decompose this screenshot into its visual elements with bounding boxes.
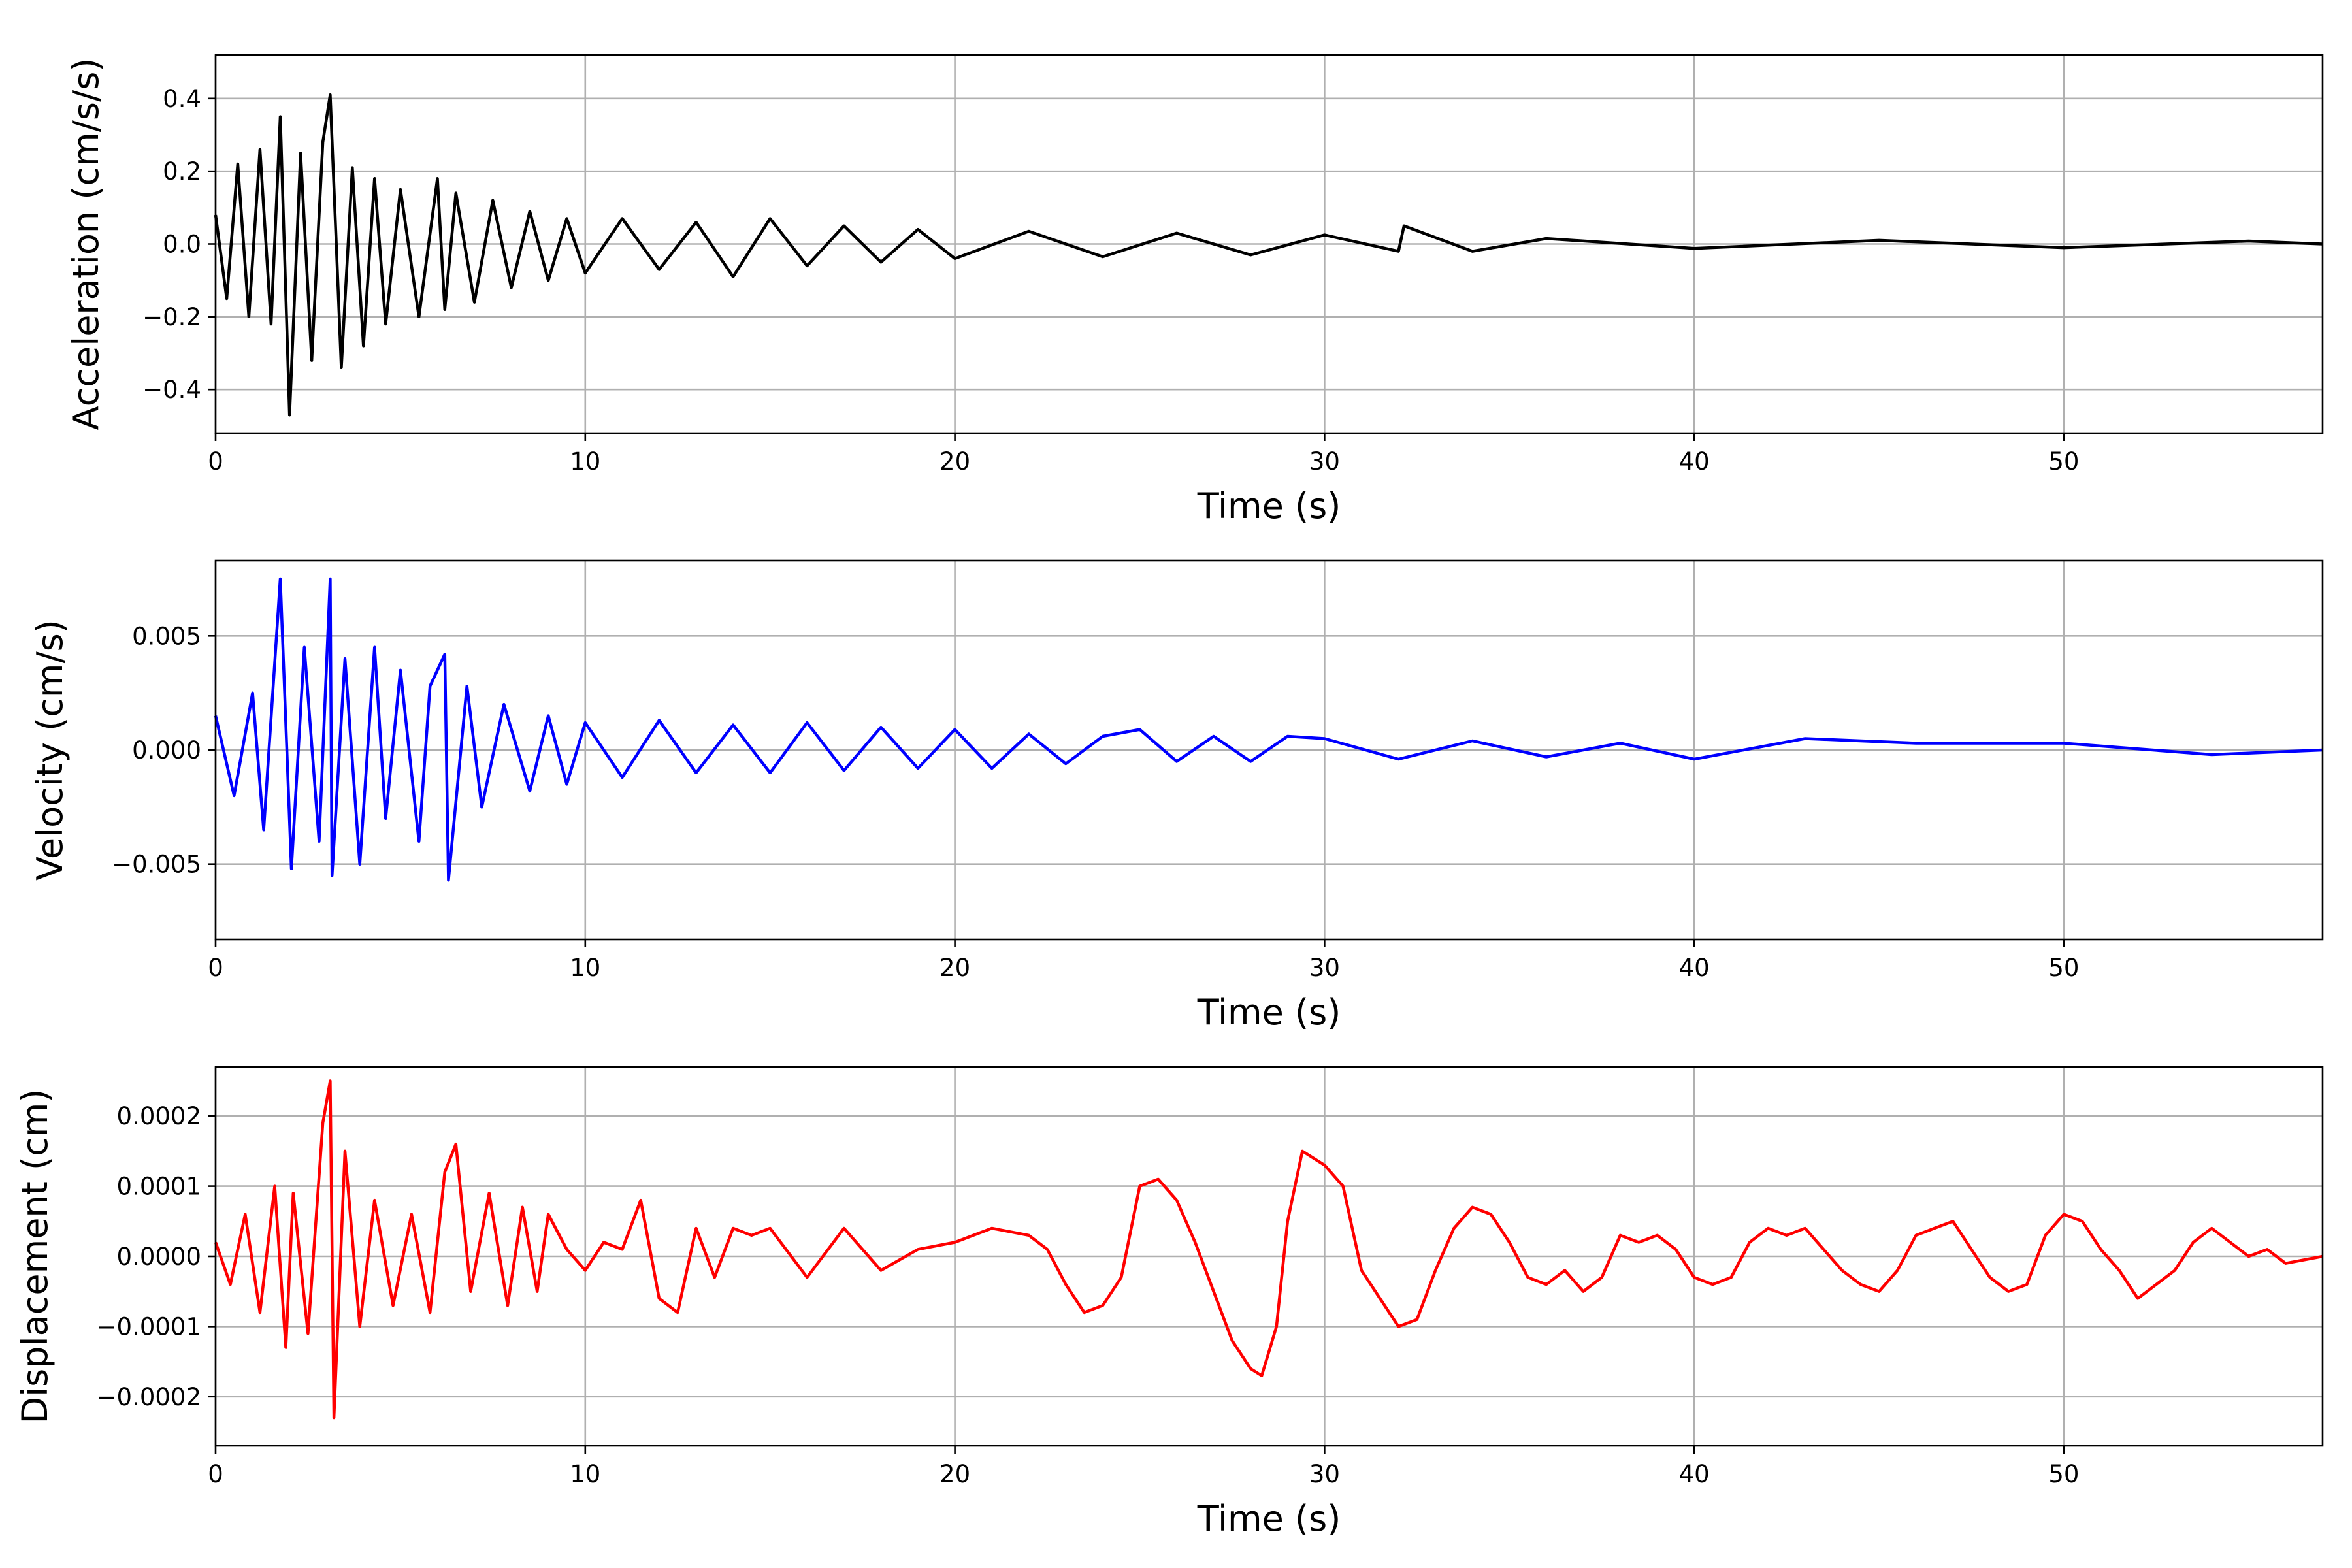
velocity-y-tick-label: 0.005 <box>132 622 201 650</box>
velocity-panel: 0 10 20 30 40 50 −0.005 0.000 0.005 Time (s) Veloc… <box>29 559 2324 1033</box>
acceleration-y-tick-label: 0.0 <box>163 231 201 259</box>
velocity-y-tick-label: 0.000 <box>132 736 201 764</box>
acceleration-y-tick-label: −0.2 <box>142 303 201 331</box>
velocity-y-axis-title: Velocity (cm/s) <box>29 619 71 881</box>
acceleration-y-tick-label: 0.2 <box>163 157 201 186</box>
velocity-x-tick-label: 0 <box>208 954 223 982</box>
acceleration-series-line <box>214 93 2323 417</box>
acceleration-x-tick-label: 40 <box>1679 448 1710 476</box>
displacement-y-tick-label: 0.0002 <box>117 1102 201 1130</box>
displacement-panel: 0 10 20 30 40 50 −0.0002 −0.0001 0.0000 0.0001 0.0… <box>14 1066 2324 1539</box>
displacement-y-tick-label: −0.0001 <box>97 1313 201 1341</box>
acceleration-y-tick-label: −0.4 <box>142 376 201 404</box>
velocity-x-tick-label: 10 <box>570 954 600 982</box>
acceleration-y-tick-label: 0.4 <box>163 85 201 113</box>
acceleration-x-tick-label: 20 <box>939 448 970 476</box>
displacement-x-axis-title: Time (s) <box>1197 1498 1341 1539</box>
acceleration-x-tick-label: 30 <box>1309 448 1340 476</box>
displacement-series-line <box>214 1079 2323 1420</box>
displacement-x-tick-label: 50 <box>2048 1460 2079 1488</box>
displacement-x-tick-label: 40 <box>1679 1460 1710 1488</box>
velocity-x-tick-label: 50 <box>2048 954 2079 982</box>
velocity-x-tick-label: 30 <box>1309 954 1340 982</box>
acceleration-x-tick-label: 50 <box>2048 448 2079 476</box>
velocity-x-tick-label: 40 <box>1679 954 1710 982</box>
displacement-x-tick-label: 0 <box>208 1460 223 1488</box>
velocity-series-line <box>214 577 2323 882</box>
velocity-x-axis-title: Time (s) <box>1197 992 1341 1033</box>
acceleration-y-axis-title: Acceleration (cm/s/s) <box>65 58 106 431</box>
displacement-y-tick-label: −0.0002 <box>97 1383 201 1411</box>
acceleration-x-tick-label: 10 <box>570 448 600 476</box>
displacement-y-tick-label: 0.0000 <box>117 1243 201 1271</box>
acceleration-panel: 0 10 20 30 40 50 −0.4 −0.2 0.0 0.2 0.4 Time (s) Acce… <box>65 54 2324 527</box>
velocity-y-tick-label: −0.005 <box>112 851 201 879</box>
displacement-y-tick-label: 0.0001 <box>117 1173 201 1201</box>
displacement-x-tick-label: 30 <box>1309 1460 1340 1488</box>
acceleration-x-tick-label: 0 <box>208 448 223 476</box>
displacement-y-axis-title: Displacement (cm) <box>14 1089 56 1424</box>
displacement-x-tick-label: 10 <box>570 1460 600 1488</box>
displacement-x-tick-label: 20 <box>939 1460 970 1488</box>
acceleration-x-axis-title: Time (s) <box>1197 485 1341 527</box>
velocity-x-tick-label: 20 <box>939 954 970 982</box>
